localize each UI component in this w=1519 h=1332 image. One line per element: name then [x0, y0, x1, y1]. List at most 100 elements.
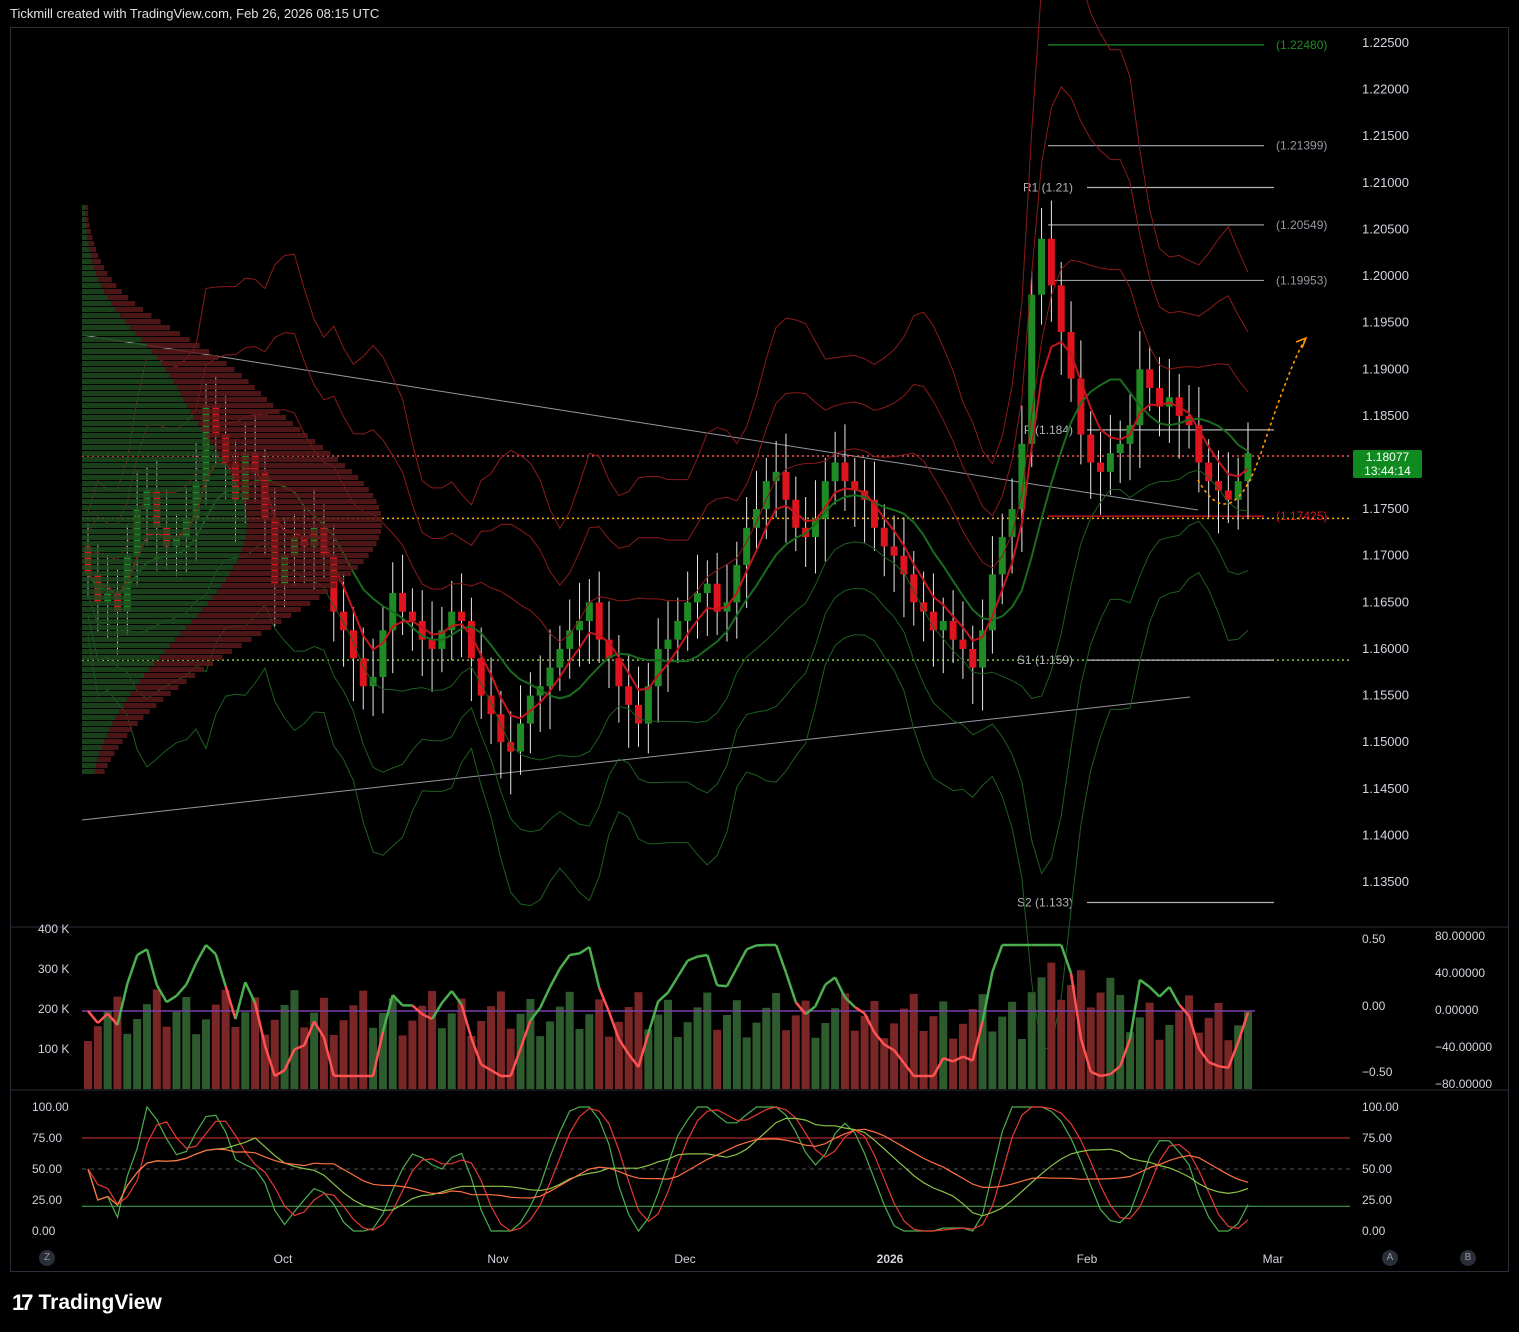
momentum-oscillator-line	[774, 944, 788, 974]
volume-profile-bar	[82, 427, 203, 432]
candle-body	[517, 723, 525, 752]
momentum-oscillator-line	[460, 1004, 473, 1039]
volume-profile-bar	[82, 709, 120, 714]
volume-bar	[1057, 999, 1066, 1089]
volume-profile-bar	[141, 337, 190, 342]
volume-bar	[860, 1015, 869, 1089]
volume-profile-bar	[239, 487, 369, 492]
volume-profile-bar	[82, 619, 192, 624]
volume-profile-bar	[85, 205, 88, 210]
volume-profile-bar	[245, 535, 380, 540]
level-label: (1.19953)	[1276, 273, 1327, 287]
volume-profile-bar	[82, 727, 110, 732]
volume-bar	[496, 991, 505, 1089]
stochastic-axis-tick: 75.00	[1362, 1131, 1392, 1145]
momentum-oscillator-line	[569, 952, 580, 957]
volume-bar	[1204, 1017, 1213, 1089]
volume-bar	[428, 991, 437, 1089]
price-axis-tick: 1.14500	[1362, 781, 1409, 796]
candle-body	[644, 686, 652, 724]
volume-profile-bar	[82, 577, 227, 582]
volume-bar	[811, 1037, 820, 1089]
volume-profile-bar	[82, 313, 121, 318]
stochastic-axis-tick: 75.00	[32, 1131, 62, 1145]
volume-axis-tick: 200 K	[38, 1002, 69, 1016]
volume-profile-bar	[82, 223, 87, 228]
candle-body	[349, 630, 357, 659]
candle-body	[1087, 434, 1095, 463]
candle-body	[408, 611, 416, 621]
candle-body	[782, 471, 790, 500]
volume-bar	[644, 1029, 653, 1089]
momentum-oscillator-line	[274, 1069, 286, 1078]
price-axis-tick: 1.18500	[1362, 408, 1409, 423]
volume-axis-tick: 400 K	[38, 922, 69, 936]
momentum-oscillator-line	[244, 981, 257, 1004]
volume-profile-bar	[82, 511, 247, 516]
volume-profile-bar	[230, 571, 352, 576]
volume-profile-bar	[82, 253, 91, 258]
momentum-oscillator-line	[253, 1002, 267, 1046]
candle-body	[841, 462, 849, 482]
price-axis-tick: 1.15000	[1362, 734, 1409, 749]
volume-profile-bar	[94, 769, 105, 774]
momentum-oscillator-line	[509, 1048, 522, 1077]
volume-profile-bar	[173, 379, 249, 384]
volume-profile-bar	[230, 469, 352, 474]
time-axis-tick: Nov	[487, 1252, 508, 1266]
last-price-tag: 1.18077 13:44:14	[1353, 450, 1422, 478]
volume-profile-bar	[82, 529, 247, 534]
time-axis-tick: Feb	[1077, 1252, 1098, 1266]
volume-profile-bar	[82, 637, 176, 642]
volume-profile-bar	[98, 277, 112, 282]
volume-profile-bar	[82, 457, 223, 462]
volume-bar	[260, 1034, 269, 1089]
price-axis-tick: 1.16000	[1362, 641, 1409, 656]
volume-profile-bar	[214, 445, 323, 450]
momentum-oscillator-line	[539, 986, 552, 1009]
volume-profile-bar	[177, 385, 255, 390]
volume-profile-bar	[186, 625, 272, 630]
volume-profile-bar	[82, 391, 181, 396]
momentum-oscillator-line	[814, 984, 827, 1007]
stochastic-axis-tick: 50.00	[1362, 1162, 1392, 1176]
zoom-reset-button[interactable]: Z	[39, 1250, 55, 1266]
volume-profile-bar	[82, 439, 211, 444]
projection-arrow-icon	[1295, 336, 1308, 349]
momentum-oscillator-line	[313, 1020, 325, 1039]
momentum-oscillator-line	[185, 962, 198, 986]
momentum-oscillator-line	[1158, 986, 1171, 998]
volume-profile-bar	[82, 385, 178, 390]
volume-bar	[1027, 992, 1036, 1089]
price-axis-tick: 1.17500	[1362, 501, 1409, 516]
volume-bar	[595, 999, 604, 1089]
momentum-oscillator-line	[87, 1010, 99, 1024]
momentum-oscillator-line	[617, 1038, 630, 1055]
oscillator-axis-tick: 0.50	[1362, 932, 1386, 946]
volume-bar	[133, 1019, 142, 1089]
volume-profile-bar	[99, 751, 115, 756]
volume-profile-bar	[82, 589, 218, 594]
candle-body	[635, 704, 643, 724]
volume-profile-bar	[82, 523, 247, 528]
price-axis-tick: 1.21500	[1362, 128, 1409, 143]
volume-profile-bar	[82, 535, 246, 540]
momentum-oscillator-line	[421, 1013, 433, 1021]
momentum-oscillator-line	[962, 1055, 974, 1062]
volume-profile-bar	[102, 745, 119, 750]
volume-bar	[1194, 1032, 1203, 1089]
oscillator-axis-tick: −40.00000	[1435, 1040, 1492, 1054]
candle-body	[1136, 369, 1144, 426]
volume-profile-bar	[109, 727, 133, 732]
auto-scale-button[interactable]: A	[1382, 1250, 1398, 1266]
momentum-oscillator-line	[263, 1045, 276, 1077]
oscillator-axis-tick: 80.00000	[1435, 929, 1485, 943]
momentum-oscillator-line	[1197, 1047, 1210, 1063]
volume-profile-bar	[96, 763, 108, 768]
volume-bar	[1086, 1007, 1095, 1089]
volume-bar	[300, 1027, 309, 1089]
volume-bar	[182, 997, 191, 1089]
scale-b-button[interactable]: B	[1460, 1250, 1476, 1266]
volume-profile-bar	[82, 649, 165, 654]
